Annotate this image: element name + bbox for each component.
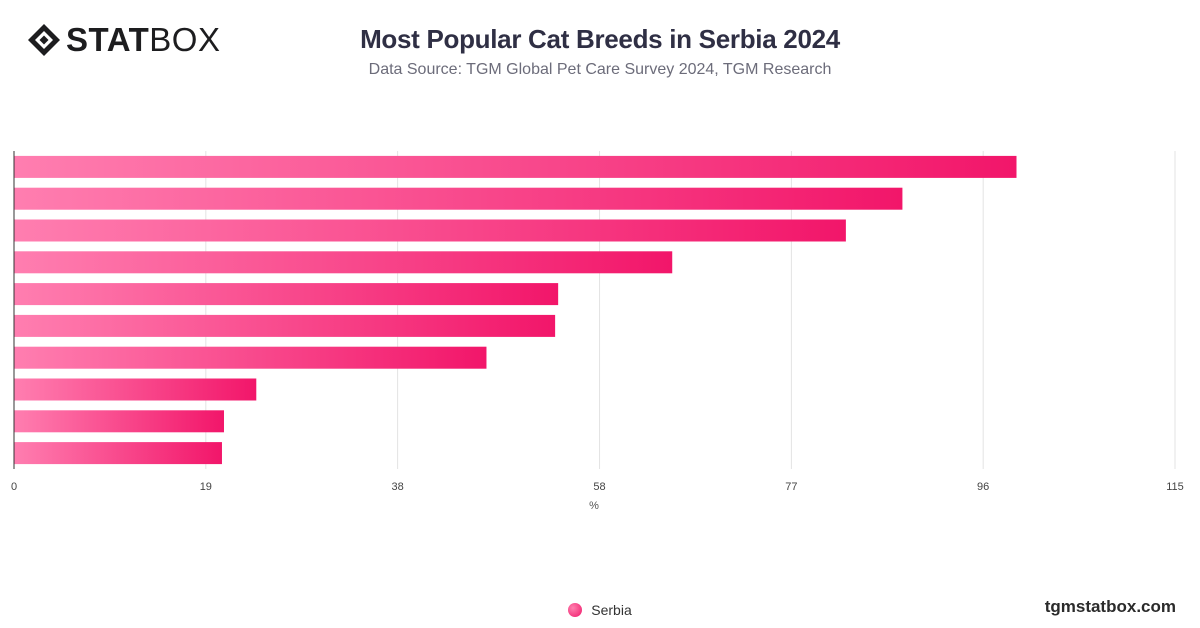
- tick-label-96: 96: [977, 481, 989, 493]
- tick-label-58: 58: [593, 481, 605, 493]
- bar-2[interactable]: [14, 187, 903, 210]
- logo-bold-text: STAT: [66, 21, 150, 58]
- legend-label-serbia[interactable]: Serbia: [591, 602, 632, 618]
- footer-site: tgmstatbox.com: [1044, 597, 1176, 616]
- statbox-diamond-icon: [28, 24, 60, 56]
- bar-7[interactable]: [14, 346, 487, 369]
- bar-4[interactable]: [14, 251, 673, 274]
- legend: Serbia: [0, 602, 1200, 618]
- tick-label-0: 0: [11, 481, 17, 493]
- chart-title: Most Popular Cat Breeds in Serbia 2024: [360, 24, 840, 54]
- tick-labels: 0 19 38 58 77 96 115: [11, 481, 1184, 493]
- bars: [14, 155, 1017, 465]
- bar-10[interactable]: [14, 442, 222, 465]
- logo-wordmark: STATBOX: [66, 22, 220, 58]
- legend-marker[interactable]: [568, 603, 583, 617]
- tick-label-19: 19: [200, 481, 212, 493]
- logo-light-text: BOX: [149, 21, 221, 58]
- bar-1[interactable]: [14, 155, 1017, 178]
- statbox-logo: STATBOX: [26, 22, 220, 58]
- chart-subtitle: Data Source: TGM Global Pet Care Survey …: [368, 61, 832, 78]
- tick-label-77: 77: [785, 481, 797, 493]
- tick-label-115: 115: [1166, 481, 1184, 493]
- bar-8[interactable]: [14, 378, 257, 401]
- bar-5[interactable]: [14, 283, 559, 306]
- bar-3[interactable]: [14, 219, 846, 242]
- x-axis-label: %: [589, 500, 599, 512]
- bar-6[interactable]: [14, 314, 556, 337]
- tick-label-38: 38: [392, 481, 404, 493]
- bar-9[interactable]: [14, 410, 224, 433]
